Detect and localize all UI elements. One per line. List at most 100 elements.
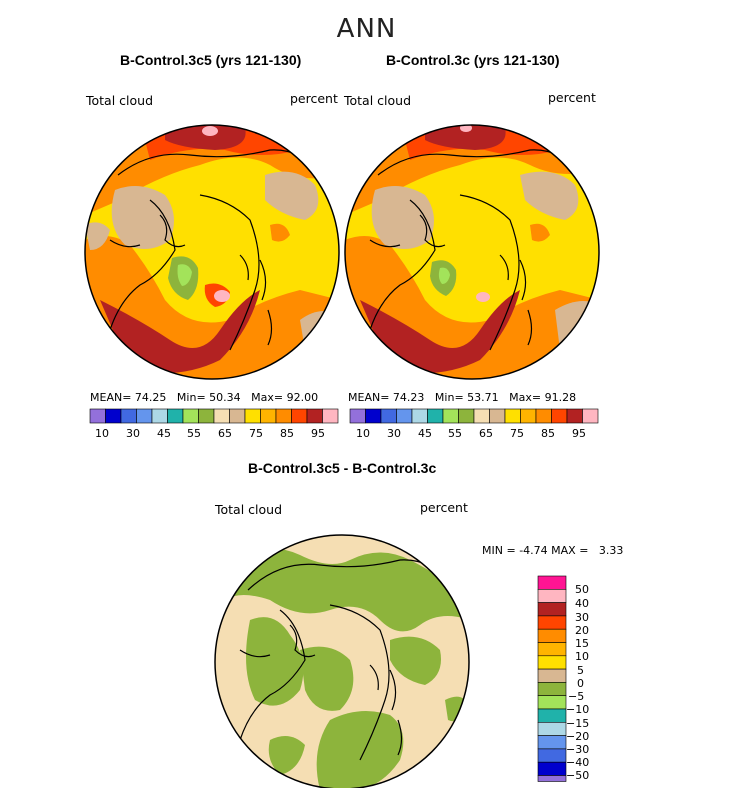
- panel1-colorbar-bin: [182, 408, 199, 424]
- panel3-title: B-Control.3c5 - B-Control.3c: [248, 460, 437, 476]
- field-pink-center: [214, 290, 230, 302]
- panel1-max-value: 92.00: [286, 391, 319, 404]
- panel1-units-label: percent: [290, 91, 338, 106]
- panel3-tick: −5: [568, 690, 585, 703]
- panel1-map-border: [84, 124, 340, 380]
- panel1-colorbar-bin: [151, 408, 168, 424]
- panel3-tick: 5: [577, 664, 584, 677]
- panel3-map: [215, 535, 469, 788]
- panel2-min-value: 53.71: [467, 391, 499, 404]
- panel2-tick: 55: [448, 427, 462, 440]
- panel3-colorbar-bin: [537, 695, 567, 710]
- coastlines: [369, 149, 586, 351]
- panel2-colorbar-bin: [535, 408, 552, 424]
- panel1-tick: 85: [280, 427, 294, 440]
- panel1-mean-value: 74.25: [134, 391, 167, 404]
- field-green-west: [246, 617, 304, 706]
- panel3-colorbar-bin: [537, 575, 567, 590]
- panel3-min-value: -4.74: [519, 544, 548, 557]
- panel2-colorbar-bin: [520, 408, 537, 424]
- field-pink: [202, 126, 218, 136]
- panel1-tick: 10: [95, 427, 109, 440]
- panel1-colorbar: [89, 408, 339, 424]
- panel2-max-label: Max=: [509, 391, 542, 404]
- panel3-colorbar-bin: [537, 655, 567, 670]
- panel3-colorbar-bin: [537, 761, 567, 776]
- panel3-variable-label: Total cloud: [215, 502, 283, 517]
- panel2-max-value: 91.28: [544, 391, 577, 404]
- panel2-colorbar-bin: [551, 408, 568, 424]
- panel3-tick: 20: [575, 624, 589, 637]
- panel1-colorbar-bin: [322, 408, 339, 424]
- field-firebrick-south: [100, 290, 260, 374]
- panel2-tick: 30: [387, 427, 401, 440]
- panel3-tick: −10: [566, 703, 590, 716]
- main-title: ANN: [336, 14, 397, 44]
- panel2-units-label: percent: [548, 90, 596, 105]
- panel2-tick: 85: [541, 427, 555, 440]
- panel3-colorbar: [537, 575, 567, 782]
- field-green-east: [390, 636, 441, 685]
- panel1-colorbar-bin: [229, 408, 246, 424]
- panel1-max-label: Max=: [251, 391, 284, 404]
- field-pink-center: [476, 292, 490, 302]
- panel2-tick: 45: [418, 427, 432, 440]
- field-lightgreen: [177, 264, 192, 286]
- panel3-tick: 10: [575, 650, 589, 663]
- panel3-tick: −30: [566, 743, 590, 756]
- panel2-tick: 65: [479, 427, 493, 440]
- panel3-colorbar-bin: [537, 735, 567, 750]
- panel2-colorbar-bin: [458, 408, 475, 424]
- panel1-colorbar-bin: [89, 408, 106, 424]
- panel1-stats: MEAN= 74.25 Min= 50.34 Max= 92.00: [90, 391, 318, 404]
- panel1-colorbar-bin: [167, 408, 184, 424]
- panel1-colorbar-bin: [120, 408, 137, 424]
- panel1-tick: 95: [311, 427, 325, 440]
- panel2-colorbar-bin: [566, 408, 583, 424]
- panel2-map: [345, 125, 599, 379]
- panel2-colorbar-bin: [504, 408, 521, 424]
- panel2-colorbar: [349, 408, 599, 424]
- panel2-variable-label: Total cloud: [344, 93, 412, 108]
- field-green-north: [225, 548, 469, 632]
- panel3-tick: −20: [566, 730, 590, 743]
- panel2-colorbar-bin: [442, 408, 459, 424]
- panel2-min-label: Min=: [434, 391, 464, 404]
- panel3-colorbar-bin: [537, 775, 567, 782]
- coastlines-islands: [419, 214, 533, 346]
- panel1-title: B-Control.3c5 (yrs 121-130): [120, 52, 302, 68]
- panel2-tick: 95: [572, 427, 586, 440]
- coastlines: [109, 149, 326, 351]
- panel3-tick: 15: [575, 637, 589, 650]
- panel1-min-value: 50.34: [209, 391, 241, 404]
- panel1-min-label: Min=: [176, 391, 206, 404]
- panel3-colorbar-bin: [537, 642, 567, 657]
- panel3-colorbar-bin: [537, 668, 567, 683]
- panel3-colorbar-bin: [537, 682, 567, 697]
- panel1-colorbar-bin: [213, 408, 230, 424]
- panel1-colorbar-bin: [136, 408, 153, 424]
- panel2-colorbar-bin: [489, 408, 506, 424]
- field-orange-spot: [530, 223, 550, 242]
- field-firebrick-south: [360, 290, 520, 374]
- panel3-tick: 50: [575, 583, 589, 596]
- panel2-colorbar-bin: [473, 408, 490, 424]
- panel2-colorbar-bin: [349, 408, 366, 424]
- panel3-tick: −40: [566, 756, 590, 769]
- panel2-mean-label: MEAN=: [348, 391, 390, 404]
- panel1-colorbar-bin: [291, 408, 308, 424]
- panel1-colorbar-bin: [275, 408, 292, 424]
- panel2-colorbar-bin: [396, 408, 413, 424]
- panel3-colorbar-bin: [537, 748, 567, 763]
- panel3-units-label: percent: [420, 500, 468, 515]
- panel3-tick: 40: [575, 597, 589, 610]
- panel3-tick: 30: [575, 611, 589, 624]
- field-lightgreen: [438, 267, 450, 284]
- panel3-colorbar-bin: [537, 615, 567, 630]
- panel3-colorbar-bin: [537, 628, 567, 643]
- field-tan-west: [371, 186, 434, 249]
- panel2-colorbar-bin: [365, 408, 382, 424]
- panel1-variable-label: Total cloud: [86, 93, 154, 108]
- panel2-tick: 75: [510, 427, 524, 440]
- panel1-colorbar-bin: [105, 408, 122, 424]
